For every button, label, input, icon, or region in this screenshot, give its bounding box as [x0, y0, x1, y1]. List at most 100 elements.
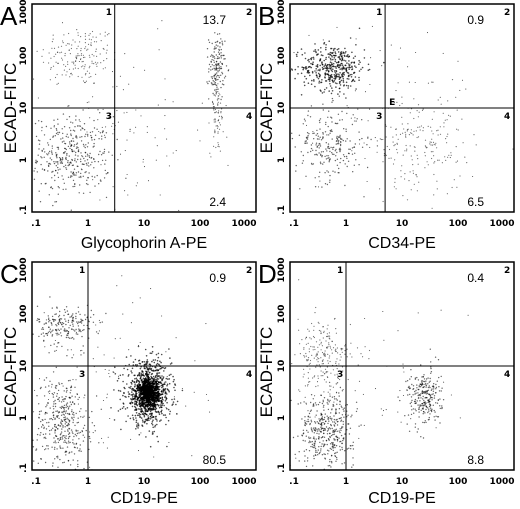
scatter-point [135, 185, 137, 187]
scatter-point [164, 400, 167, 402]
scatter-point [323, 453, 325, 455]
scatter-point [385, 136, 387, 138]
scatter-point [50, 159, 53, 161]
scatter-point [167, 408, 170, 411]
scatter-point [56, 172, 59, 174]
scatter-point [173, 398, 176, 400]
scatter-point [45, 333, 47, 335]
scatter-point [349, 73, 352, 76]
scatter-point [322, 109, 324, 111]
scatter-point [331, 79, 334, 81]
scatter-point [75, 328, 77, 331]
scatter-point [145, 398, 148, 401]
scatter-point [466, 162, 468, 164]
scatter-point [105, 159, 107, 161]
scatter-point [57, 424, 60, 426]
scatter-point [430, 151, 432, 153]
scatter-point [340, 59, 343, 62]
scatter-point [357, 108, 359, 110]
scatter-point [374, 137, 376, 139]
scatter-point [450, 394, 452, 396]
scatter-point [59, 406, 61, 409]
scatter-point [167, 378, 169, 380]
scatter-point [157, 404, 160, 406]
scatter-point [49, 163, 52, 165]
scatter-point [309, 410, 312, 412]
scatter-point [447, 100, 449, 102]
scatter-point [394, 144, 396, 146]
y-tick-label: 100 [19, 47, 29, 66]
scatter-point [44, 418, 46, 421]
scatter-point [421, 405, 423, 407]
scatter-point [221, 83, 224, 85]
scatter-point [149, 371, 151, 374]
scatter-point [336, 358, 338, 360]
scatter-point [101, 159, 104, 162]
scatter-point [157, 378, 160, 380]
y-tick-label: 1 [19, 415, 29, 421]
scatter-point [421, 393, 423, 395]
scatter-point [56, 161, 58, 163]
scatter-point [307, 72, 310, 74]
scatter-point [139, 392, 142, 395]
scatter-point [403, 128, 405, 130]
scatter-point [142, 382, 145, 385]
scatter-point [399, 47, 402, 49]
scatter-point [306, 138, 309, 140]
scatter-point [333, 433, 335, 435]
scatter-point [335, 398, 337, 400]
scatter-point [64, 430, 66, 432]
scatter-point [322, 39, 324, 41]
scatter-point [221, 42, 224, 44]
scatter-point [166, 138, 168, 140]
scatter-point [414, 81, 416, 84]
scatter-point [305, 355, 307, 357]
scatter-point [324, 368, 327, 370]
scatter-point [433, 388, 435, 390]
scatter-point [63, 329, 65, 331]
scatter-point [318, 452, 320, 455]
scatter-point [214, 69, 216, 71]
y-tick-label: 10 [277, 102, 287, 115]
scatter-point [311, 443, 314, 446]
scatter-point [453, 179, 455, 181]
scatter-point [119, 75, 121, 77]
scatter-point [346, 62, 348, 64]
scatter-point [425, 386, 427, 388]
scatter-point [213, 136, 215, 138]
scatter-point [60, 328, 62, 330]
scatter-point [305, 77, 308, 80]
scatter-point [113, 357, 115, 359]
scatter-point [449, 115, 451, 117]
scatter-point [51, 324, 53, 326]
scatter-point [340, 427, 343, 429]
scatter-point [108, 116, 110, 119]
scatter-point [40, 156, 42, 158]
scatter-point [62, 425, 64, 427]
scatter-point [434, 419, 436, 421]
scatter-point [317, 377, 319, 379]
scatter-point [320, 162, 322, 165]
scatter-point [154, 408, 157, 410]
scatter-point [334, 82, 337, 84]
scatter-point [435, 142, 437, 144]
scatter-point [82, 156, 84, 158]
scatter-point [424, 167, 426, 169]
scatter-point [330, 129, 333, 131]
scatter-point [392, 163, 395, 165]
scatter-point [326, 449, 329, 451]
scatter-point [73, 173, 75, 175]
scatter-point [54, 403, 57, 405]
scatter-point [322, 353, 325, 355]
scatter-point [412, 134, 414, 136]
scatter-point [57, 169, 59, 171]
scatter-point [301, 339, 303, 341]
scatter-point [154, 359, 157, 361]
scatter-point [53, 392, 56, 394]
scatter-point [80, 168, 82, 170]
scatter-point [82, 56, 85, 59]
scatter-point [341, 119, 343, 121]
scatter-point [320, 357, 322, 359]
scatter-point [315, 142, 318, 144]
scatter-point [336, 439, 339, 441]
